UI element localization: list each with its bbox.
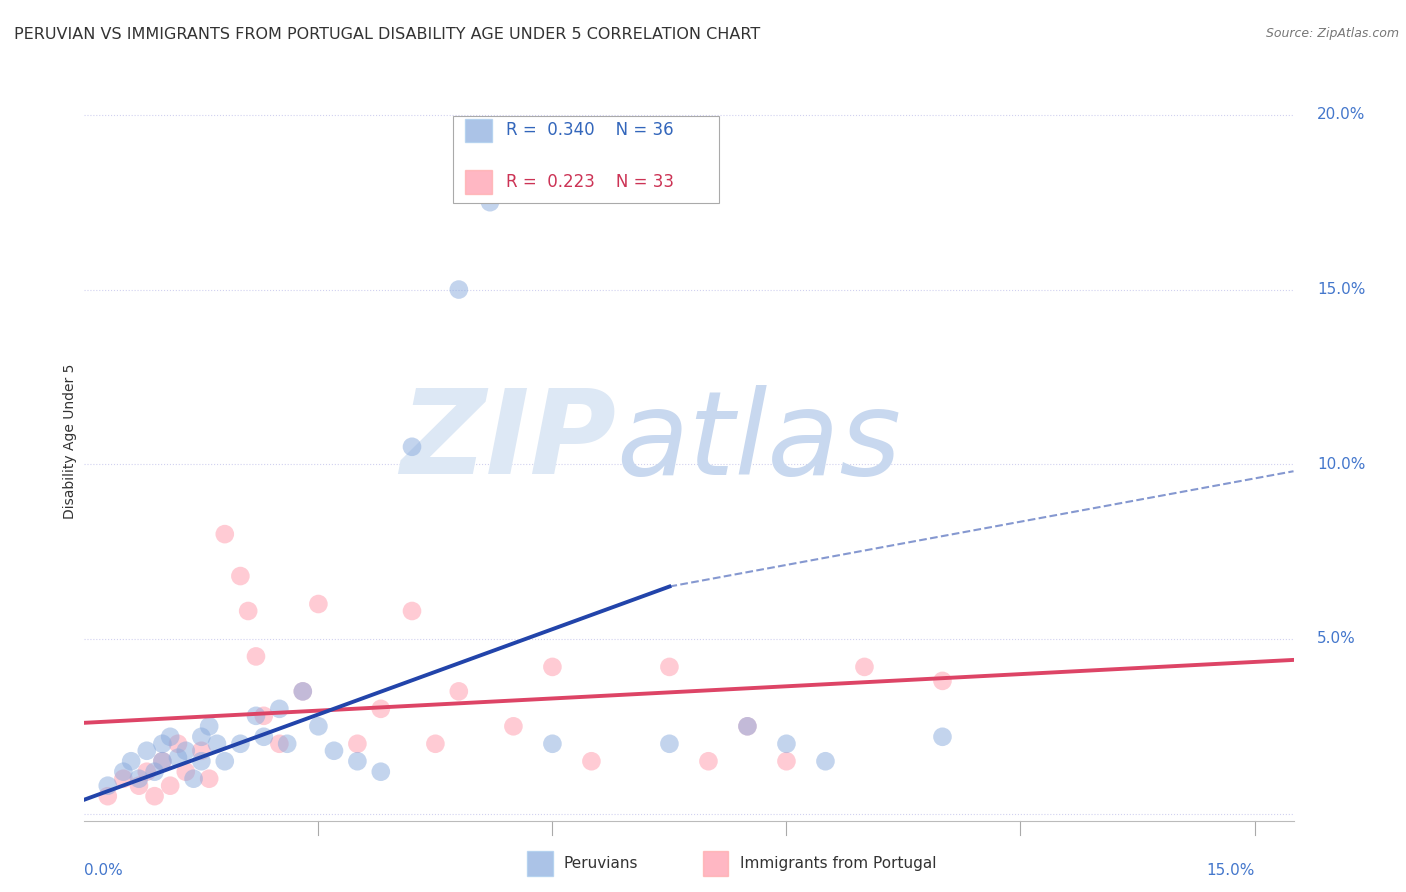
Point xyxy=(502,719,524,733)
Point xyxy=(112,764,135,779)
Point xyxy=(307,597,329,611)
Point xyxy=(174,764,197,779)
Point xyxy=(658,660,681,674)
Point xyxy=(167,750,190,764)
Point xyxy=(150,754,173,768)
Text: Disability Age Under 5: Disability Age Under 5 xyxy=(63,364,77,519)
Point xyxy=(143,764,166,779)
Point xyxy=(229,569,252,583)
Point xyxy=(198,772,221,786)
Point xyxy=(183,772,205,786)
Point xyxy=(931,673,953,688)
Point xyxy=(541,737,564,751)
Point xyxy=(205,737,228,751)
Point xyxy=(174,744,197,758)
Point xyxy=(253,730,276,744)
Point xyxy=(128,779,150,793)
Point xyxy=(401,604,423,618)
Point xyxy=(658,737,681,751)
Text: 0.0%: 0.0% xyxy=(84,863,124,878)
Point xyxy=(479,195,502,210)
Point xyxy=(931,730,953,744)
Point xyxy=(401,440,423,454)
Point xyxy=(775,737,797,751)
Point xyxy=(214,754,236,768)
Point xyxy=(323,744,346,758)
Point xyxy=(245,708,267,723)
Point xyxy=(447,684,470,698)
Point xyxy=(425,737,447,751)
Text: ZIP: ZIP xyxy=(401,384,616,499)
Point xyxy=(245,649,267,664)
Point xyxy=(97,779,120,793)
Point xyxy=(190,730,212,744)
Point xyxy=(269,702,291,716)
Point xyxy=(238,604,260,618)
Point xyxy=(97,789,120,804)
Point xyxy=(167,737,190,751)
Point xyxy=(269,737,291,751)
Point xyxy=(346,754,368,768)
Point xyxy=(853,660,876,674)
Text: PERUVIAN VS IMMIGRANTS FROM PORTUGAL DISABILITY AGE UNDER 5 CORRELATION CHART: PERUVIAN VS IMMIGRANTS FROM PORTUGAL DIS… xyxy=(14,27,761,42)
Point xyxy=(214,527,236,541)
Point xyxy=(370,702,392,716)
Point xyxy=(541,660,564,674)
Point xyxy=(150,754,173,768)
Point xyxy=(120,754,142,768)
Point xyxy=(775,754,797,768)
Point xyxy=(697,754,720,768)
Point xyxy=(128,772,150,786)
Text: 20.0%: 20.0% xyxy=(1317,107,1365,122)
Point xyxy=(737,719,759,733)
Text: Peruvians: Peruvians xyxy=(564,856,638,871)
Text: 15.0%: 15.0% xyxy=(1206,863,1254,878)
Text: R =  0.340    N = 36: R = 0.340 N = 36 xyxy=(506,121,673,139)
FancyBboxPatch shape xyxy=(453,116,720,202)
Text: R =  0.223    N = 33: R = 0.223 N = 33 xyxy=(506,173,675,191)
FancyBboxPatch shape xyxy=(465,170,492,194)
Point xyxy=(581,754,603,768)
Point xyxy=(253,708,276,723)
Point xyxy=(159,730,181,744)
Point xyxy=(814,754,837,768)
Point xyxy=(135,744,157,758)
Point xyxy=(370,764,392,779)
Point xyxy=(276,737,298,751)
Text: Immigrants from Portugal: Immigrants from Portugal xyxy=(740,856,936,871)
Text: Source: ZipAtlas.com: Source: ZipAtlas.com xyxy=(1265,27,1399,40)
Point xyxy=(737,719,759,733)
Point xyxy=(159,779,181,793)
Point xyxy=(291,684,314,698)
Point xyxy=(346,737,368,751)
Text: 10.0%: 10.0% xyxy=(1317,457,1365,472)
Point xyxy=(112,772,135,786)
Point xyxy=(307,719,329,733)
Point xyxy=(143,789,166,804)
Point xyxy=(135,764,157,779)
Point xyxy=(190,744,212,758)
FancyBboxPatch shape xyxy=(465,119,492,142)
Point xyxy=(190,754,212,768)
Point xyxy=(447,283,470,297)
Text: atlas: atlas xyxy=(616,384,901,499)
Point xyxy=(150,737,173,751)
Text: 15.0%: 15.0% xyxy=(1317,282,1365,297)
Point xyxy=(229,737,252,751)
Point xyxy=(198,719,221,733)
Point xyxy=(291,684,314,698)
Text: 5.0%: 5.0% xyxy=(1317,632,1355,647)
